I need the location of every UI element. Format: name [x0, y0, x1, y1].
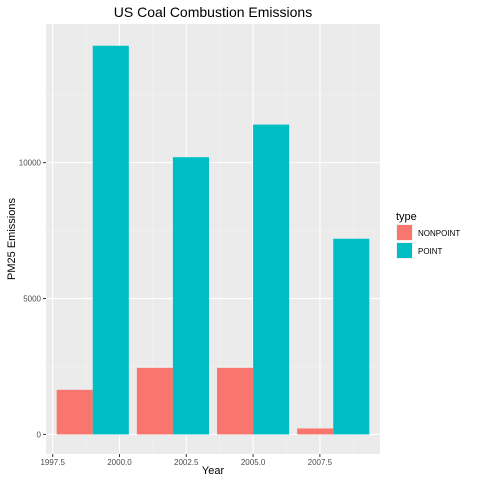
bar-nonpoint-1999 [56, 389, 93, 435]
y-tick-label: 10000 [19, 159, 42, 168]
bar-point-2008 [333, 238, 370, 435]
bar-point-1999 [92, 45, 129, 435]
x-axis: 1997.5 2000.0 2002.5 2005.0 2007.5 [40, 454, 333, 467]
y-tick-label: 5000 [23, 295, 41, 304]
chart-title: US Coal Combustion Emissions [114, 4, 312, 20]
bar-nonpoint-2002 [136, 367, 173, 435]
x-tick-label: 2002.5 [174, 458, 199, 467]
legend: type NONPOINT POINT [396, 211, 460, 259]
legend-label-point: POINT [418, 247, 443, 256]
bars [56, 45, 370, 435]
legend-swatch-point [397, 243, 412, 258]
x-tick-label: 2005.0 [241, 458, 266, 467]
legend-title: type [396, 211, 417, 223]
y-axis: 0 5000 10000 [19, 159, 46, 439]
bar-point-2005 [253, 124, 290, 435]
bar-point-2002 [172, 157, 209, 435]
legend-label-nonpoint: NONPOINT [418, 229, 460, 238]
y-axis-title: PM25 Emissions [6, 198, 18, 280]
legend-swatch-nonpoint [397, 225, 412, 240]
y-tick-label: 0 [37, 430, 42, 439]
bar-nonpoint-2008 [297, 428, 334, 435]
x-tick-label: 2000.0 [107, 458, 132, 467]
x-tick-label: 1997.5 [40, 458, 65, 467]
bar-nonpoint-2005 [217, 367, 254, 435]
x-tick-label: 2007.5 [308, 458, 333, 467]
x-axis-title: Year [202, 465, 225, 477]
